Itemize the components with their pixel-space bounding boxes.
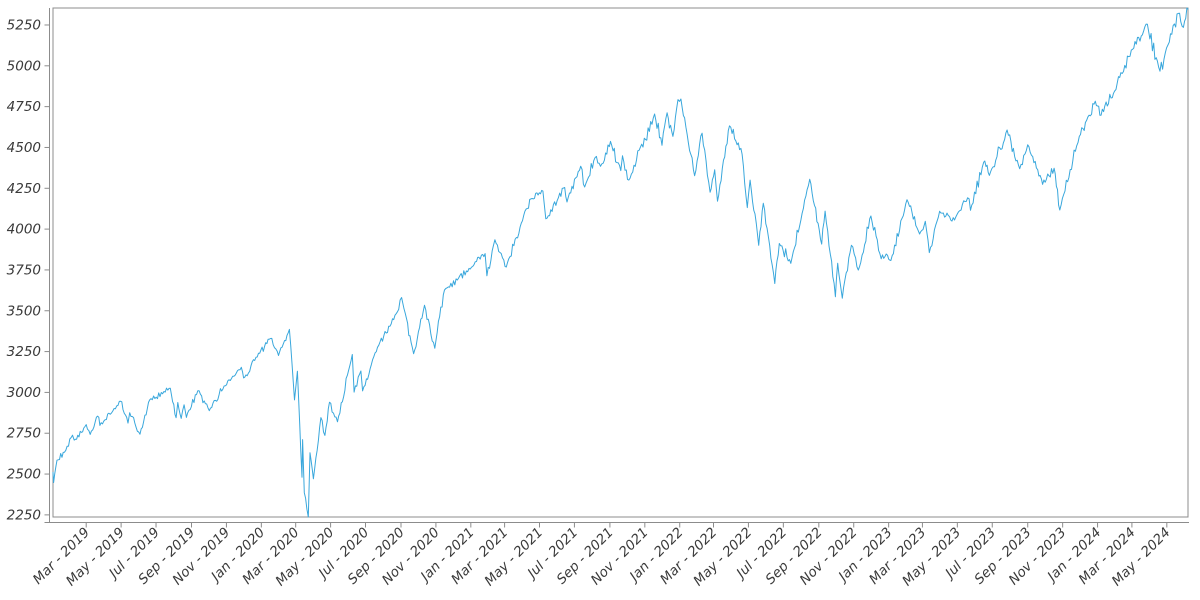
- y-tick-label: 5000: [7, 58, 41, 74]
- y-tick-label: 4250: [7, 181, 41, 197]
- y-tick-label: 5250: [7, 17, 41, 33]
- y-tick-label: 2250: [7, 507, 41, 523]
- y-tick-label: 3000: [7, 385, 41, 401]
- y-axis-ticks: 2250 2500 2750 3000 3250 3500 3750 4000 4250 4500…: [7, 17, 50, 523]
- y-tick-label: 3500: [7, 303, 41, 319]
- y-tick-label: 3250: [7, 344, 41, 360]
- plot-frame: [52, 7, 1189, 518]
- y-tick-label: 2500: [7, 467, 41, 483]
- y-tick-label: 4500: [7, 140, 41, 156]
- y-tick-label: 4750: [7, 99, 41, 115]
- y-tick-label: 4000: [7, 222, 41, 238]
- y-tick-label: 3750: [7, 262, 41, 278]
- axes-spines: [44, 7, 1189, 523]
- price-line-series: [52, 7, 1189, 518]
- y-tick-label: 2750: [7, 426, 41, 442]
- price-line: [52, 7, 1189, 518]
